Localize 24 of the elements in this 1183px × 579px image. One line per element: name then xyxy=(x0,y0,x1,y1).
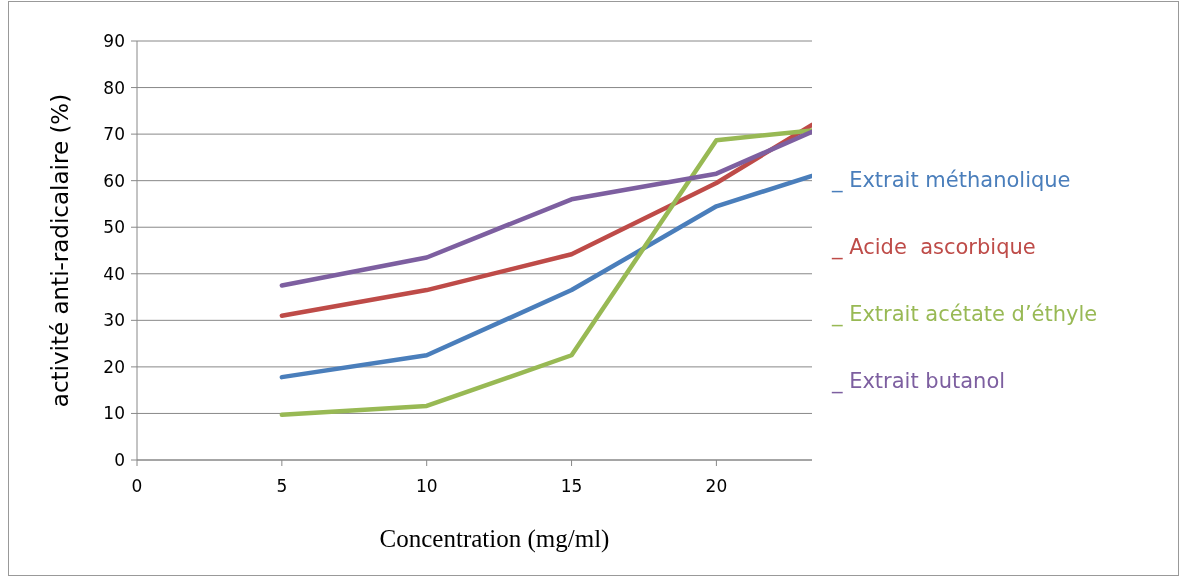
y-tick-label: 20 xyxy=(103,356,125,377)
y-tick-label: 40 xyxy=(103,263,125,284)
y-tick-label: 30 xyxy=(103,310,125,331)
y-tick-label: 60 xyxy=(103,170,125,191)
line-series xyxy=(279,128,812,418)
x-tick-label: 5 xyxy=(276,476,288,496)
y-axis-title: activité anti-radicalaire (%) xyxy=(47,93,73,408)
x-tick-label: 20 xyxy=(705,476,728,496)
text: _ Acide ascorbique xyxy=(831,235,1036,260)
x-tick-label: 0 xyxy=(131,476,143,496)
text: _ Extrait butanol xyxy=(831,369,1006,394)
text: _ Extrait acétate d’éthyle xyxy=(831,302,1098,327)
y-tick-label: 10 xyxy=(103,403,125,424)
x-axis-title: Concentration (mg/ml) xyxy=(379,525,610,553)
series-label: _ Extrait méthanolique xyxy=(831,168,1071,193)
y-tick-label: 90 xyxy=(103,30,125,51)
x-tick-label: 10 xyxy=(415,476,438,496)
y-tick-label: 0 xyxy=(114,449,125,470)
line-series xyxy=(279,129,812,288)
line-series xyxy=(279,173,812,380)
y-tick-label: 50 xyxy=(103,217,125,238)
x-tick-label: 15 xyxy=(560,476,583,496)
y-tick-label: 80 xyxy=(103,77,125,98)
y-tick-label: 70 xyxy=(103,124,125,145)
